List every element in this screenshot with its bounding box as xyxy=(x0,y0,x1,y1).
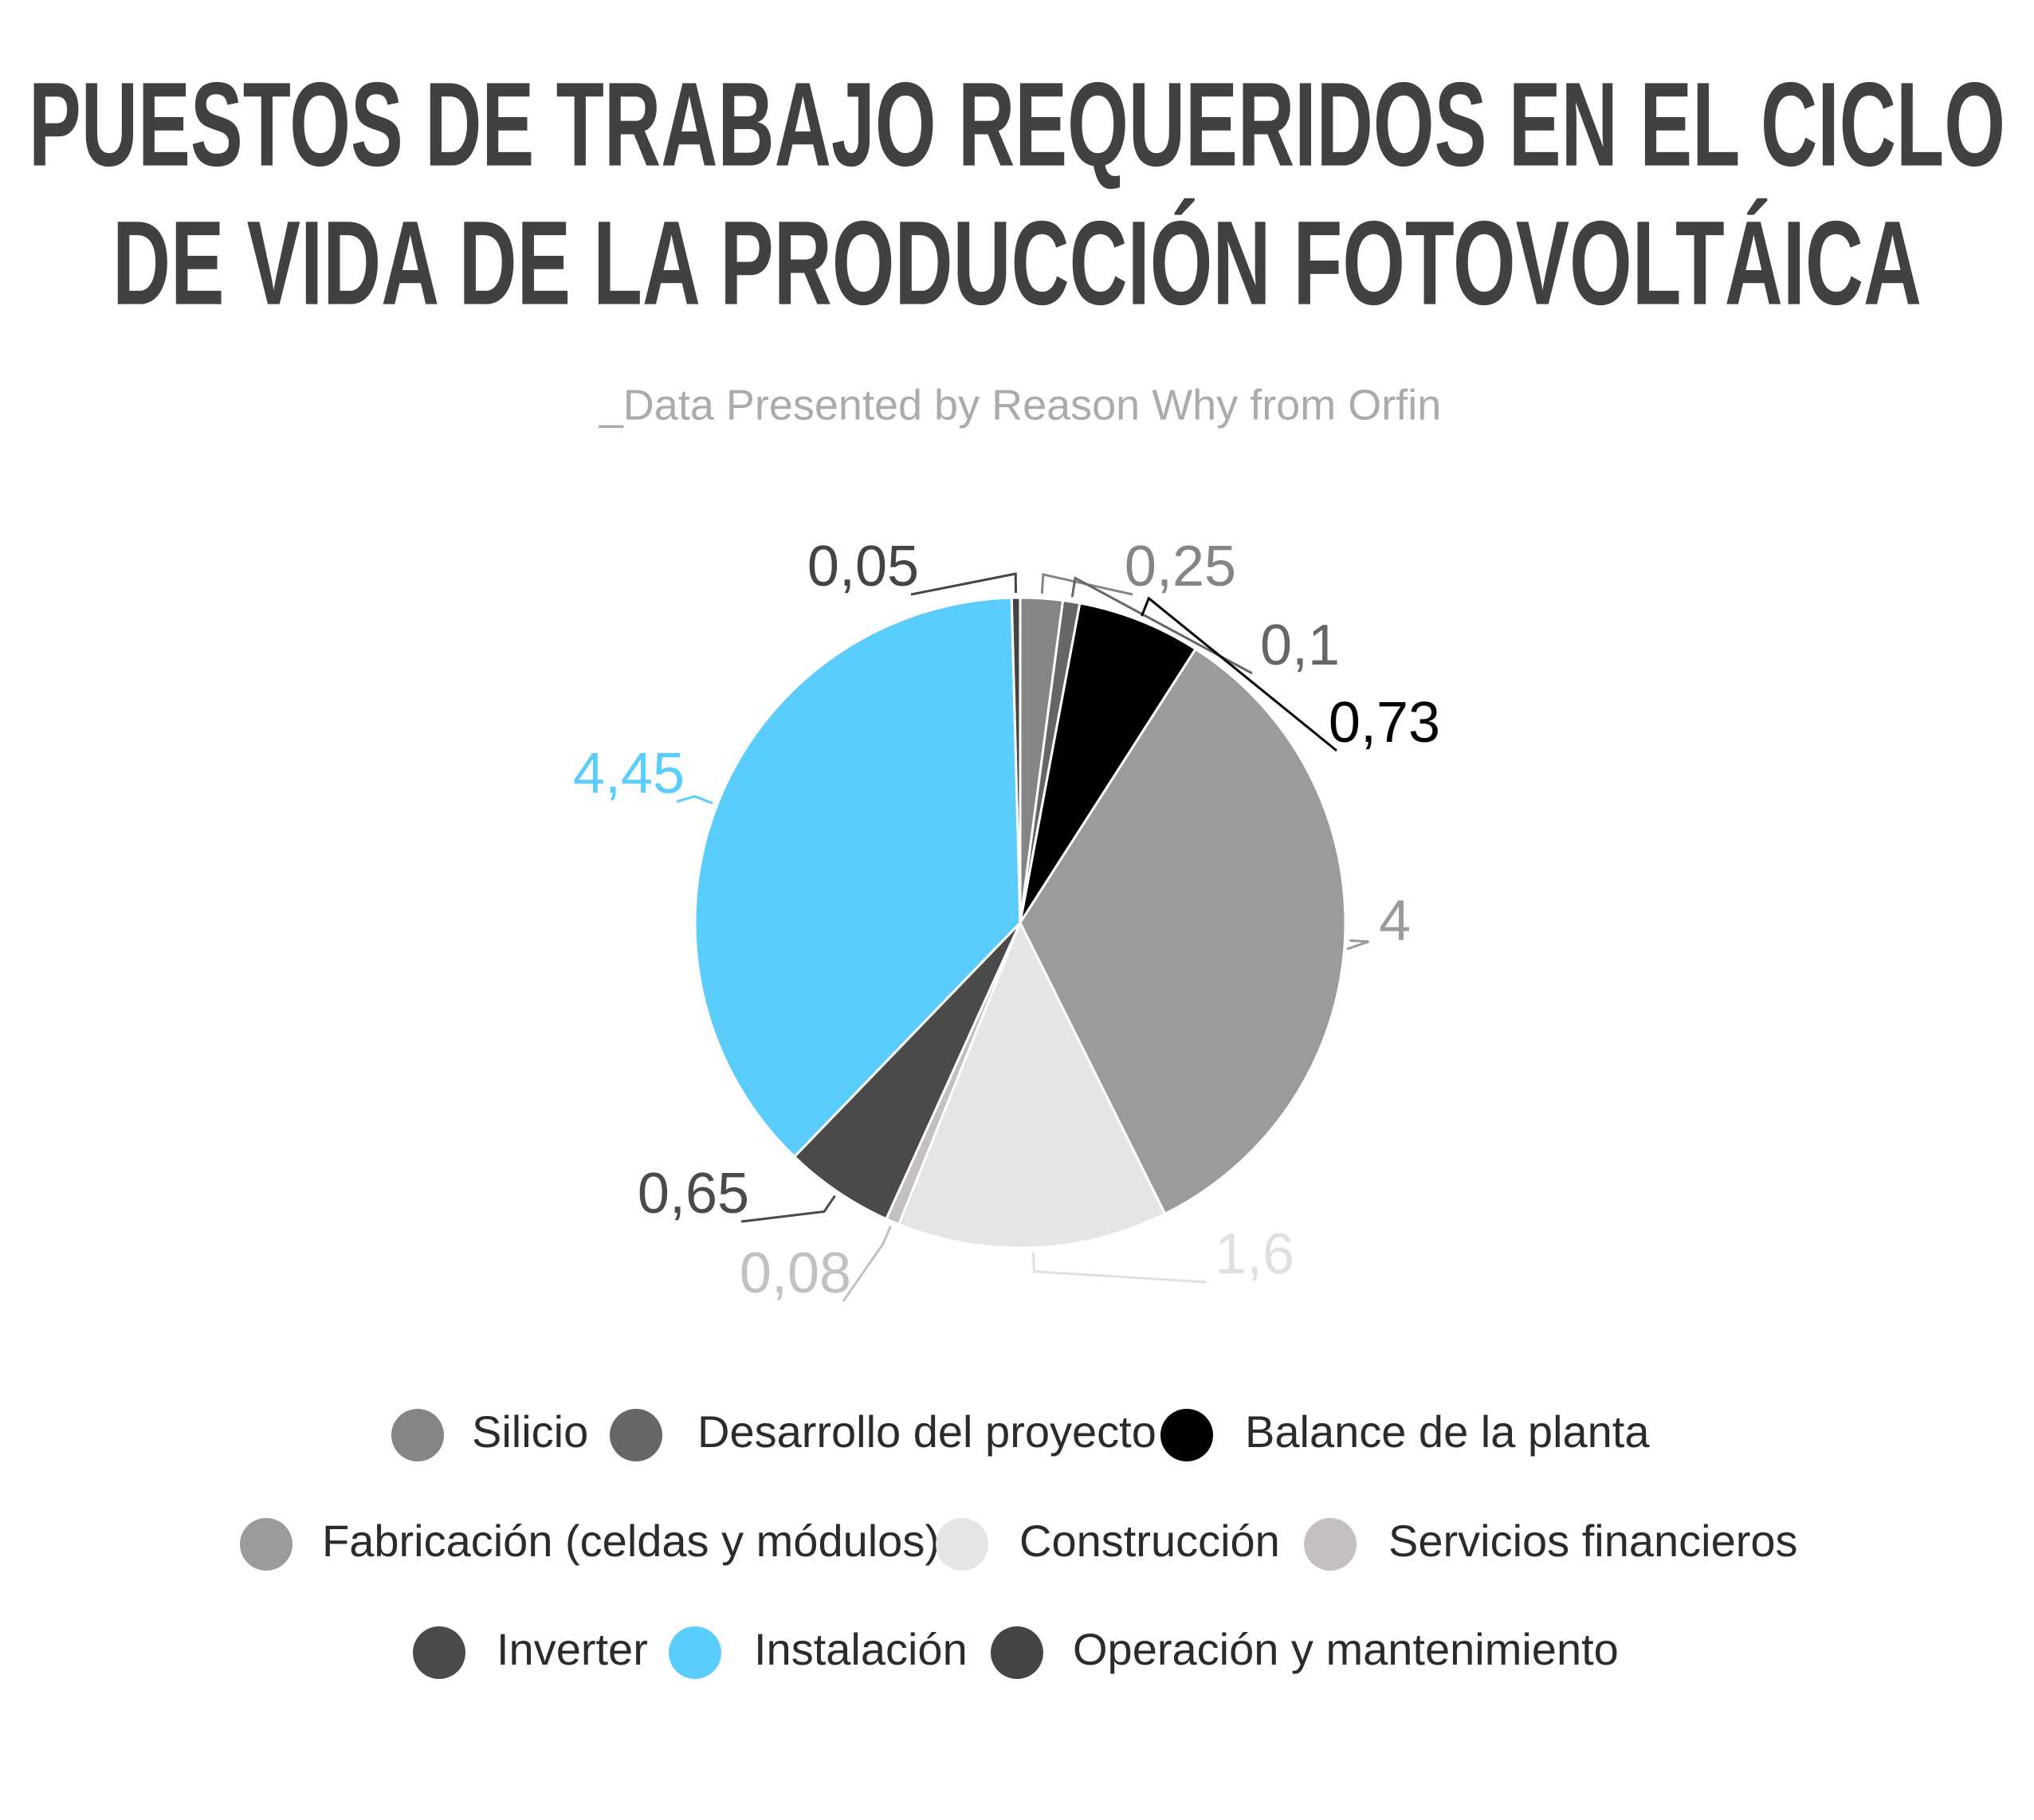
leader-line xyxy=(1070,576,1253,675)
legend-label: Operación y mantenimiento xyxy=(1073,1624,1619,1674)
legend-label: Fabricación (celdas y módulos) xyxy=(322,1516,940,1566)
leader-line xyxy=(1031,1252,1207,1284)
value-label: 0,65 xyxy=(638,1162,749,1226)
legend-swatch xyxy=(936,1518,988,1571)
legend-swatch xyxy=(391,1409,444,1461)
value-label: 4,45 xyxy=(573,742,685,806)
value-label: 0,73 xyxy=(1329,691,1440,755)
value-label: 0,05 xyxy=(807,535,919,598)
legend-swatch xyxy=(240,1518,293,1571)
value-label: 0,25 xyxy=(1125,535,1236,598)
legend-swatch xyxy=(1304,1518,1357,1571)
legend-label: Instalación xyxy=(754,1624,968,1674)
leader-line xyxy=(910,572,1018,596)
chart-title: PUESTOS DE TRABAJO REQUERIDOS EN EL CICL… xyxy=(29,57,2005,191)
pie-slice xyxy=(792,921,1022,1221)
legend-swatch xyxy=(1160,1409,1213,1461)
legend-label: Balance de la planta xyxy=(1245,1406,1650,1457)
legend-swatch xyxy=(413,1626,465,1679)
leader-line xyxy=(740,1194,836,1223)
legend-label: Silicio xyxy=(472,1406,588,1457)
leader-line xyxy=(1141,596,1337,752)
legend-label: Desarrollo del proyecto xyxy=(697,1406,1156,1457)
legend-label: Servicios financieros xyxy=(1388,1516,1798,1566)
chart-title: DE VIDA DE LA PRODUCCIÓN FOTOVOLTÁICA xyxy=(112,196,1922,330)
legend-swatch xyxy=(669,1626,721,1679)
value-label: 4 xyxy=(1379,889,1411,953)
leader-line xyxy=(1346,939,1369,951)
leader-line xyxy=(1040,573,1133,596)
legend-label: Inverter xyxy=(497,1624,648,1674)
value-label: 0,1 xyxy=(1260,614,1340,677)
value-label: 0,08 xyxy=(740,1241,851,1305)
legend-label: Construcción xyxy=(1019,1516,1280,1566)
chart-subtitle: _Data Presented by Reason Why from Orfin xyxy=(599,381,1441,429)
pie-slice xyxy=(897,920,1167,1249)
value-label: 1,6 xyxy=(1215,1222,1294,1286)
pie-slice xyxy=(1019,602,1198,924)
leader-line xyxy=(676,794,713,805)
pie-slice xyxy=(693,596,1022,1159)
legend-swatch xyxy=(610,1409,662,1461)
leader-line xyxy=(842,1226,892,1302)
pie-slice xyxy=(1010,596,1022,924)
pie-slice xyxy=(1019,647,1347,1216)
legend-swatch xyxy=(991,1626,1043,1679)
